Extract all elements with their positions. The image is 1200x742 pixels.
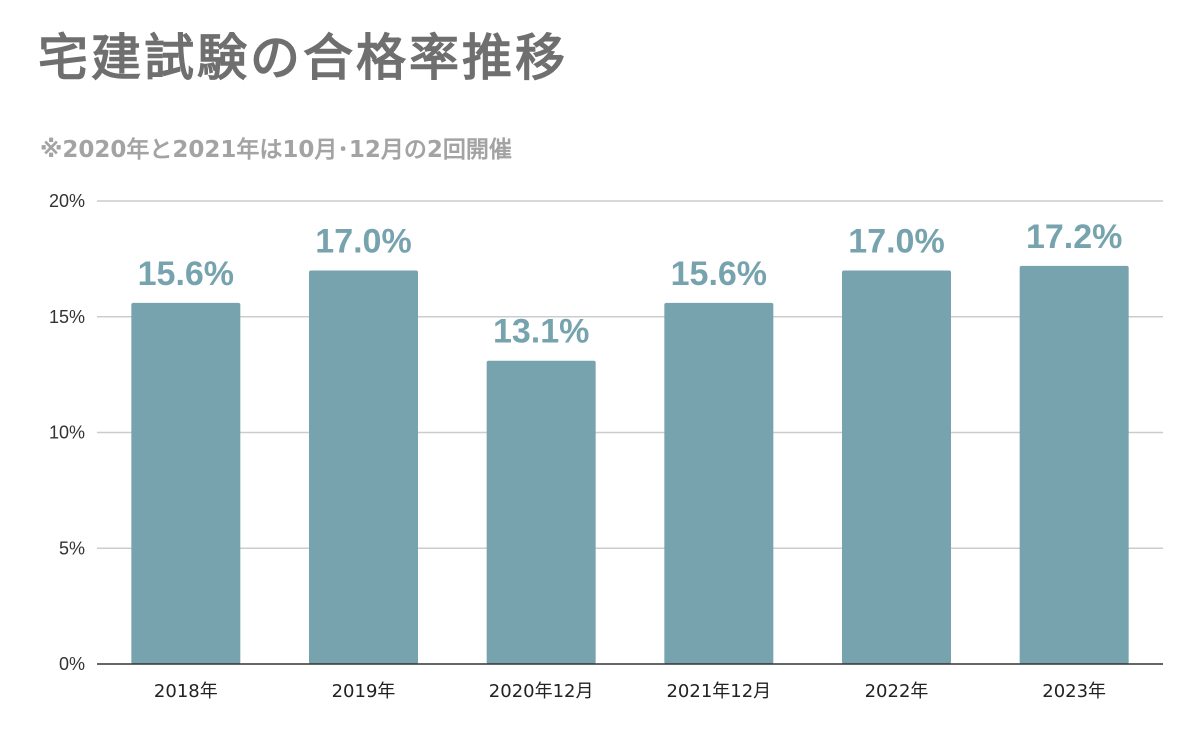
bar	[842, 270, 951, 664]
x-tick-label: 2022年	[865, 681, 929, 702]
x-tick-label: 2021年12月	[666, 681, 771, 702]
data-label: 15.6%	[138, 255, 234, 293]
y-tick-label: 10%	[49, 423, 85, 443]
data-label: 17.0%	[848, 222, 944, 260]
y-tick-label: 0%	[59, 654, 85, 674]
bar	[309, 270, 418, 664]
chart-title: 宅建試験の合格率推移	[38, 29, 568, 87]
y-tick-label: 5%	[59, 538, 85, 558]
bar	[1019, 265, 1129, 664]
data-label: 17.2%	[1026, 218, 1122, 256]
x-tick-label: 2023年	[1042, 681, 1106, 702]
x-tick-label: 2020年12月	[489, 681, 594, 702]
bar	[664, 302, 774, 664]
x-tick-label: 2019年	[332, 681, 396, 702]
y-tick-label: 20%	[49, 191, 85, 211]
data-label: 13.1%	[493, 313, 589, 351]
y-tick-label: 15%	[49, 307, 85, 327]
x-tick-label: 2018年	[154, 681, 218, 702]
bar	[486, 360, 596, 664]
data-label: 17.0%	[315, 222, 411, 260]
bar	[131, 302, 241, 664]
chart-subtitle: ※2020年と2021年は10月･12月の2回開催	[40, 137, 512, 163]
data-label: 15.6%	[671, 255, 767, 293]
